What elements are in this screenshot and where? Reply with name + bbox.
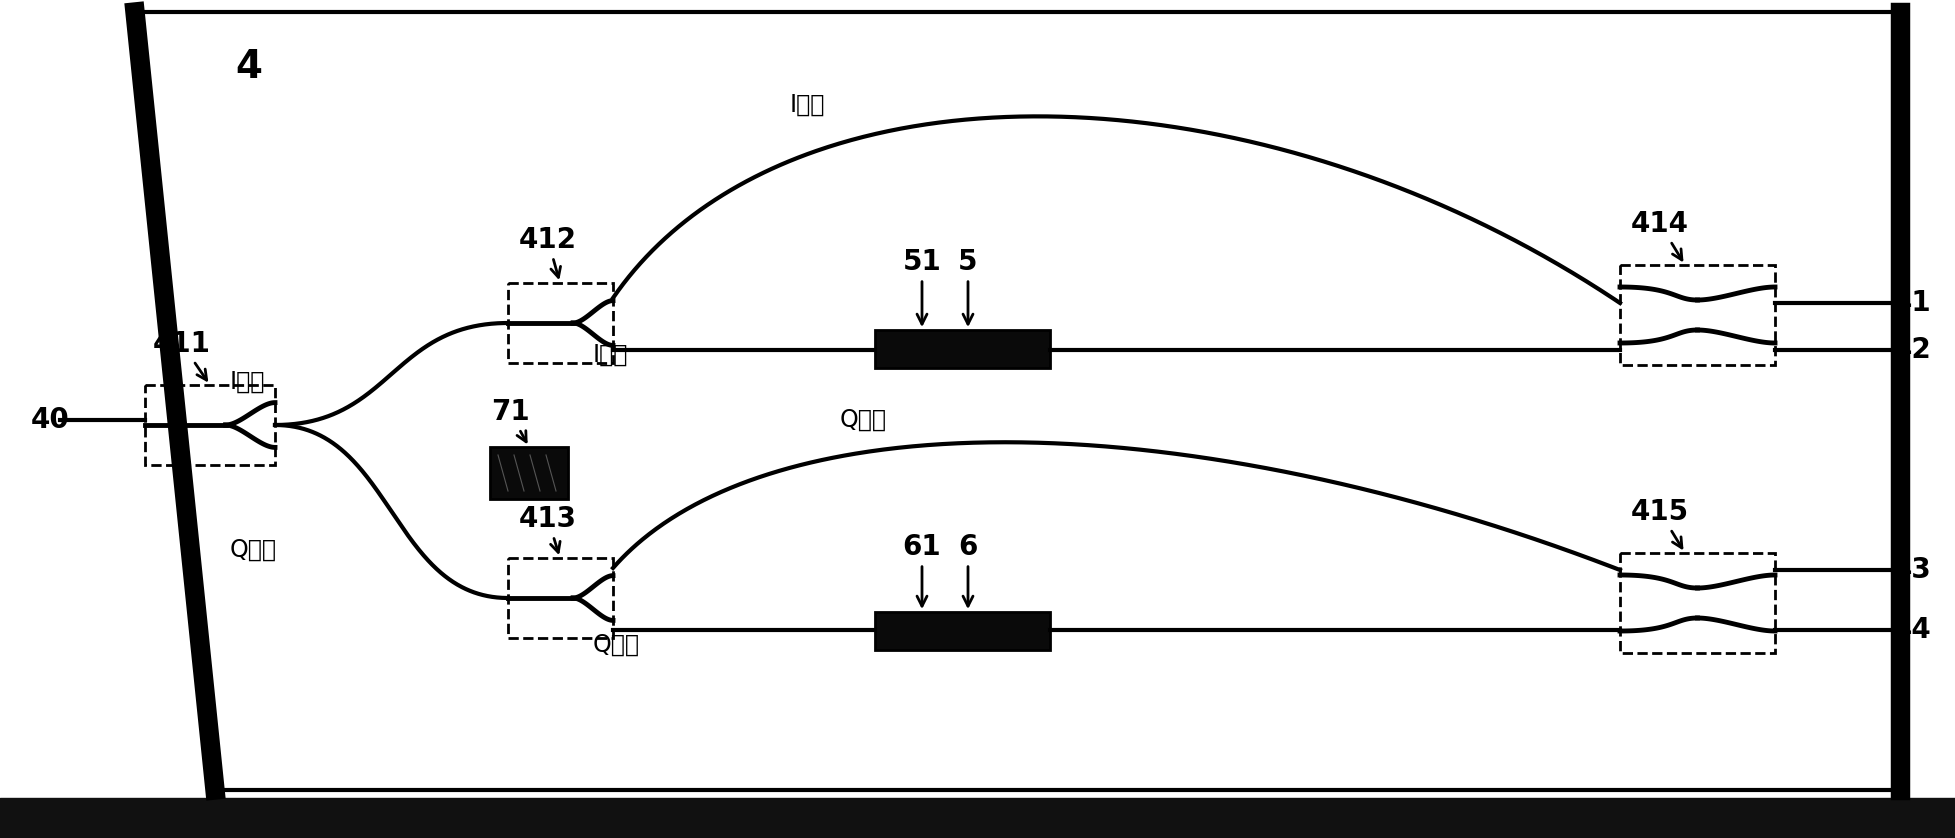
Text: I下臂: I下臂 (592, 343, 628, 367)
Bar (874, 330, 1050, 368)
Text: 412: 412 (518, 226, 577, 277)
Bar (145, 385, 276, 465)
Text: 42: 42 (1892, 336, 1930, 364)
Text: 51: 51 (901, 248, 940, 324)
Text: 411: 411 (152, 330, 211, 380)
Text: 6: 6 (958, 533, 978, 606)
Text: 415: 415 (1630, 498, 1689, 548)
Text: 40: 40 (31, 406, 68, 434)
Text: 414: 414 (1630, 210, 1687, 260)
Text: 71: 71 (491, 398, 530, 442)
Text: Q上臂: Q上臂 (839, 408, 886, 432)
Text: 44: 44 (1892, 616, 1930, 644)
Bar (491, 447, 567, 499)
Text: 413: 413 (518, 505, 577, 552)
Text: 41: 41 (1892, 289, 1930, 317)
Text: Q支路: Q支路 (231, 538, 278, 562)
Text: 4: 4 (235, 48, 262, 86)
Text: 5: 5 (958, 248, 978, 324)
Text: 61: 61 (901, 533, 940, 606)
Bar (508, 283, 612, 363)
Text: I上臂: I上臂 (790, 93, 825, 117)
Text: Q下臂: Q下臂 (592, 633, 639, 657)
Bar (1619, 553, 1773, 653)
Bar (1619, 265, 1773, 365)
Bar (508, 558, 612, 638)
Text: 43: 43 (1892, 556, 1930, 584)
Bar (874, 612, 1050, 650)
Text: I支路: I支路 (231, 370, 266, 394)
